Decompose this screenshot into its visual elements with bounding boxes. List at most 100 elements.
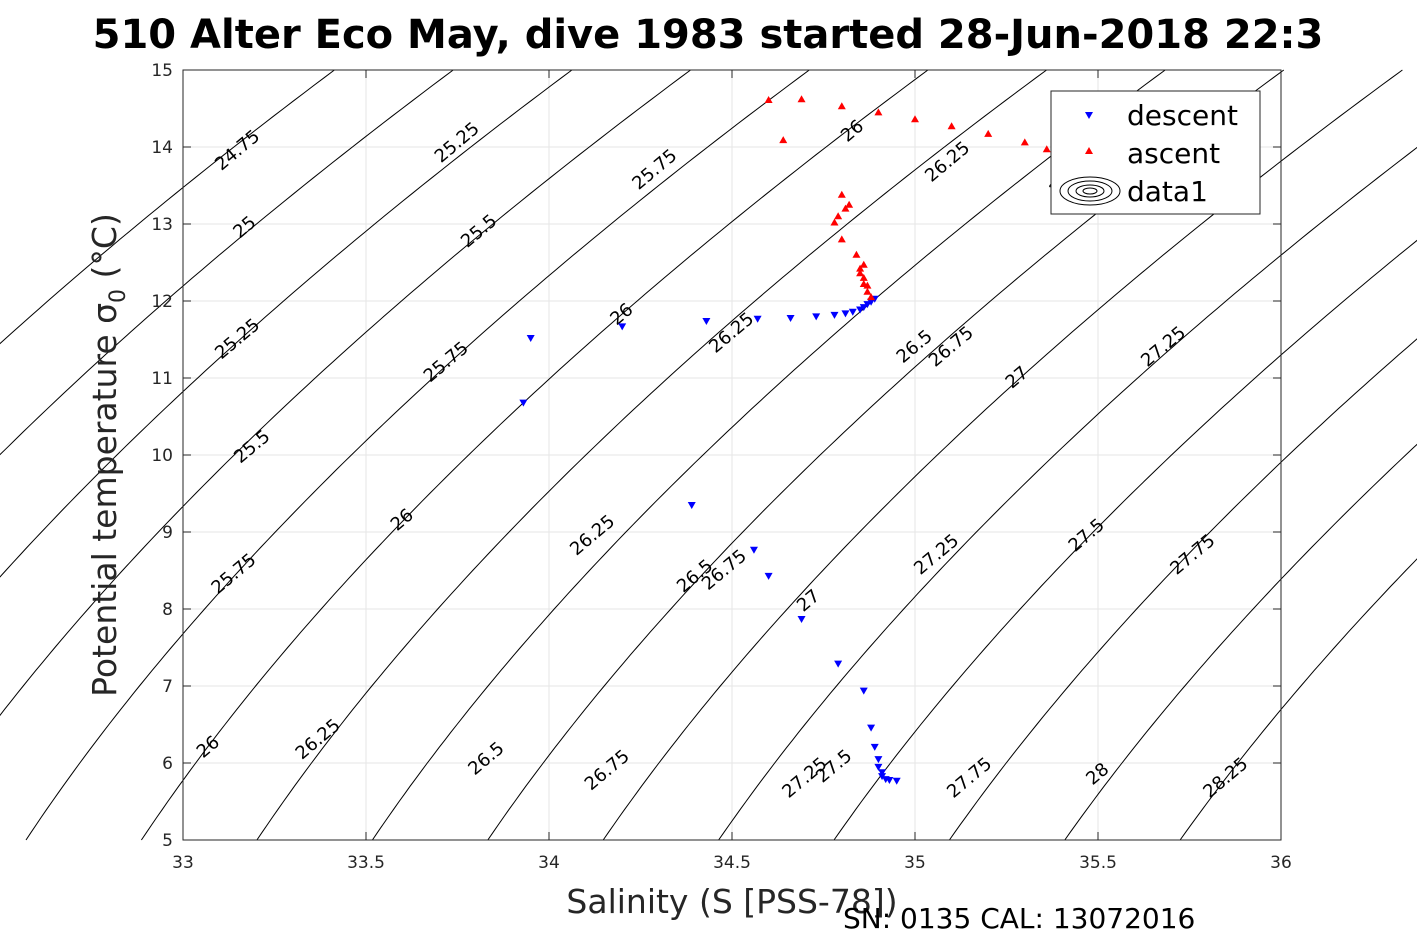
x-tick-label: 35 <box>904 853 926 873</box>
contour-label: 26.25 <box>292 715 345 764</box>
contour-label: 26.75 <box>925 322 978 371</box>
ascent-point <box>856 264 865 272</box>
ascent-point <box>834 212 843 220</box>
contour-label: 24.75 <box>211 126 264 175</box>
contour-label: 25.75 <box>420 338 473 387</box>
contour-line <box>1179 558 1417 841</box>
x-axis-ticks: 33 33.5 34 34.5 35 35.5 36 <box>172 70 1292 873</box>
legend-ascent-marker <box>1085 147 1093 154</box>
descent-point <box>859 687 868 695</box>
legend-contour-icon <box>1059 176 1121 206</box>
serial-calibration-note: SN: 0135 CAL: 13072016 <box>843 902 1195 935</box>
data-series <box>519 95 1066 785</box>
y-tick-label: 10 <box>151 446 173 466</box>
ascent-point <box>837 190 846 198</box>
descent-point <box>812 313 821 321</box>
ascent-point <box>947 122 956 130</box>
x-axis-label: Salinity (S [PSS-78]) <box>566 882 897 921</box>
contour-label: 25.75 <box>628 145 681 194</box>
ascent-point <box>874 108 883 116</box>
descent-point <box>867 298 876 306</box>
descent-point <box>874 763 883 771</box>
contour-line <box>0 69 454 456</box>
contour-line <box>0 69 573 578</box>
contour-line <box>140 69 929 841</box>
contour-label: 26 <box>193 732 224 763</box>
y-tick-label: 14 <box>151 138 173 158</box>
ascent-point <box>830 218 839 226</box>
y-tick-label: 8 <box>162 600 173 620</box>
ascent-point <box>867 293 876 301</box>
descent-point <box>797 616 806 624</box>
descent-point <box>870 743 879 751</box>
descent-point <box>834 660 843 668</box>
descent-point <box>867 724 876 732</box>
ascent-point <box>852 250 861 258</box>
contour-label: 28.25 <box>1199 753 1252 802</box>
descent-point <box>859 304 868 312</box>
descent-point <box>618 323 627 331</box>
descent-point <box>687 502 696 510</box>
contour-label: 26.25 <box>566 511 619 560</box>
contour-line <box>0 69 335 345</box>
ascent-point <box>911 115 919 123</box>
descent-point <box>892 777 901 785</box>
contour-label: 27.5 <box>812 746 856 788</box>
x-tick-label: 35.5 <box>1079 853 1117 873</box>
descent-point <box>519 399 528 407</box>
descent-point <box>753 315 762 323</box>
ascent-point <box>779 136 788 144</box>
descent-point <box>874 756 883 764</box>
descent-point <box>885 776 894 784</box>
contour-line <box>0 69 691 717</box>
ascent-point <box>837 102 846 110</box>
x-tick-label: 33.5 <box>347 853 385 873</box>
contour-line <box>948 338 1417 841</box>
contour-label: 27.25 <box>1137 322 1190 371</box>
contour-label: 26 <box>837 116 868 147</box>
ascent-point <box>859 273 868 281</box>
chart-title: 510 Alter Eco May, dive 1983 started 28-… <box>93 12 1324 58</box>
ascent-point <box>1042 145 1051 153</box>
y-tick-label: 9 <box>162 523 173 543</box>
contour-label: 27 <box>793 586 824 617</box>
ascent-point <box>1020 138 1029 146</box>
descent-point <box>841 310 850 318</box>
contour-label: 26 <box>387 505 418 536</box>
descent-point <box>749 546 758 554</box>
contour-label: 26.75 <box>581 746 634 795</box>
contour-labels: 24.752525.2525.525.752625.2525.525.75262… <box>193 116 1252 803</box>
ascent-point <box>863 287 872 295</box>
contour-label: 27 <box>1002 362 1033 393</box>
legend-ascent-label: ascent <box>1127 137 1220 170</box>
contour-label: 26.5 <box>464 738 508 780</box>
y-tick-label: 5 <box>162 831 173 851</box>
contour-line <box>718 146 1417 841</box>
contour-label: 27.5 <box>1065 515 1109 557</box>
contour-line <box>1064 443 1417 841</box>
descent-point <box>702 318 711 326</box>
x-tick-label: 34.5 <box>713 853 751 873</box>
x-tick-label: 33 <box>172 853 194 873</box>
descent-point <box>848 308 857 316</box>
y-tick-label: 15 <box>151 61 173 81</box>
descent-point <box>830 311 839 319</box>
contour-line <box>833 239 1417 841</box>
ascent-point <box>797 95 806 103</box>
contour-label: 25.25 <box>211 315 264 364</box>
y-tick-label: 13 <box>151 215 173 235</box>
ascent-point <box>856 269 865 277</box>
ascent-point <box>859 280 868 288</box>
ascent-point <box>859 260 868 268</box>
contour-label: 27.75 <box>943 753 996 802</box>
legend-descent-marker <box>1085 112 1093 119</box>
legend-descent-label: descent <box>1127 99 1238 132</box>
legend[interactable]: descent ascent data1 <box>1050 90 1261 215</box>
ascent-point <box>841 204 850 212</box>
contour-line <box>371 69 1166 841</box>
contour-label: 25 <box>229 212 260 243</box>
descent-point <box>764 572 773 580</box>
ascent-point <box>845 200 854 208</box>
ascent-point <box>984 129 993 137</box>
x-tick-label: 34 <box>538 853 560 873</box>
